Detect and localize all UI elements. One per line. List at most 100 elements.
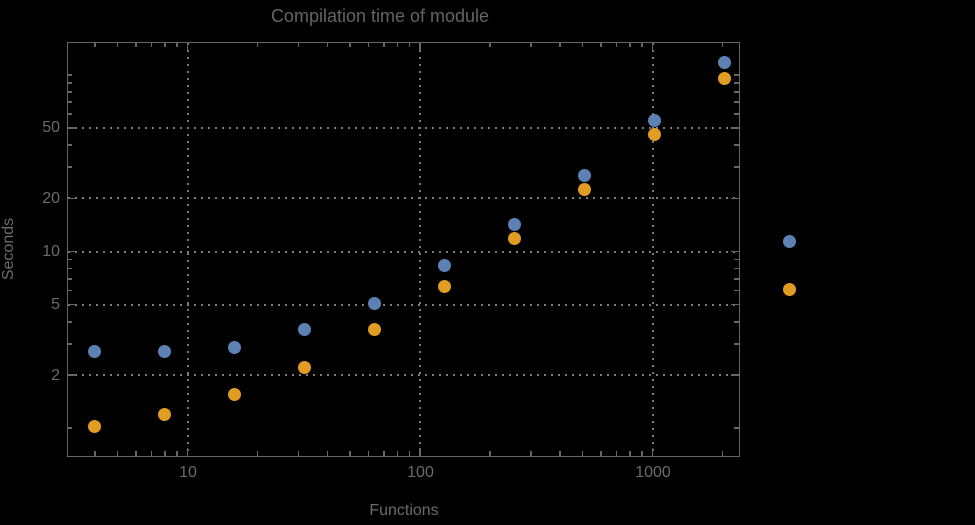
tick-mark [734,101,739,103]
tick-mark [734,82,739,84]
tick-mark [408,451,411,456]
tick-mark [67,91,72,93]
y-gridline [67,374,739,376]
tick-mark [186,447,189,456]
data-point [438,259,452,273]
tick-mark [116,42,119,47]
tick-mark [730,303,739,306]
tick-mark [615,42,618,47]
tick-mark [734,113,739,115]
data-point [368,296,382,310]
tick-mark [67,166,72,168]
tick-mark [383,42,385,47]
data-point [648,114,662,128]
tick-mark [67,82,72,84]
data-point [648,127,662,141]
tick-mark [734,289,739,292]
tick-mark [408,42,411,47]
tick-mark [489,42,491,47]
y-tick-label: 5 [51,296,60,314]
tick-mark [186,42,189,51]
tick-mark [734,427,739,429]
tick-mark [67,74,72,76]
data-point [508,217,522,231]
tick-mark [349,42,351,47]
x-gridline [651,42,654,456]
y-gridline [67,126,739,129]
tick-mark [67,144,72,146]
data-point [578,169,592,183]
tick-mark [734,343,739,345]
x-axis-label: Functions [369,502,439,519]
tick-mark [629,42,631,47]
tick-mark [383,451,385,456]
tick-mark [730,197,739,200]
tick-mark [176,42,178,47]
legend-marker [782,234,796,248]
tick-mark [94,451,96,456]
tick-mark [67,303,76,306]
tick-mark [730,250,739,253]
x-gridline [186,42,189,456]
tick-mark [67,197,76,200]
tick-mark [67,427,72,429]
tick-mark [419,42,421,51]
data-point [718,56,732,70]
tick-mark [67,258,72,261]
y-tick-label: 10 [42,243,60,260]
data-point [578,183,592,197]
tick-mark [559,42,561,47]
data-point [88,420,102,434]
tick-mark [67,278,72,280]
tick-mark [135,451,137,456]
tick-mark [94,42,96,47]
tick-mark [116,451,119,456]
tick-mark [581,42,584,47]
tick-mark [256,451,259,456]
tick-mark [67,374,76,376]
tick-mark [734,144,739,146]
tick-mark [734,278,739,280]
chart-title: Compilation time of module [270,6,490,26]
y-gridline [67,303,739,306]
tick-mark [67,127,76,129]
y-gridline [67,197,739,200]
tick-mark [256,42,259,47]
data-point [228,341,242,355]
legend-marker [782,282,796,296]
data-point [438,280,452,294]
tick-mark [396,451,399,456]
data-point [298,361,312,375]
tick-mark [150,42,153,47]
tick-mark [641,451,643,456]
data-point [228,388,242,402]
tick-mark [164,42,166,47]
tick-mark [629,451,631,456]
tick-mark [734,74,739,76]
tick-mark [67,289,72,292]
tick-mark [297,42,300,47]
tick-mark [135,42,137,47]
tick-mark [734,267,739,270]
tick-mark [730,374,739,376]
y-tick-label: 2 [51,366,60,384]
tick-mark [176,451,178,456]
tick-mark [67,343,72,345]
y-tick-label: 20 [42,189,60,207]
tick-mark [164,451,166,456]
tick-mark [641,42,643,47]
tick-mark [530,42,532,47]
plot-area [66,41,740,457]
tick-mark [67,267,72,270]
tick-mark [419,447,421,456]
tick-mark [734,166,739,168]
tick-mark [651,42,654,51]
tick-mark [150,451,153,456]
tick-mark [349,451,351,456]
data-point [368,323,382,337]
tick-mark [326,42,329,47]
data-point [158,407,172,421]
x-tick-label: 1000 [635,464,671,481]
tick-mark [326,451,329,456]
